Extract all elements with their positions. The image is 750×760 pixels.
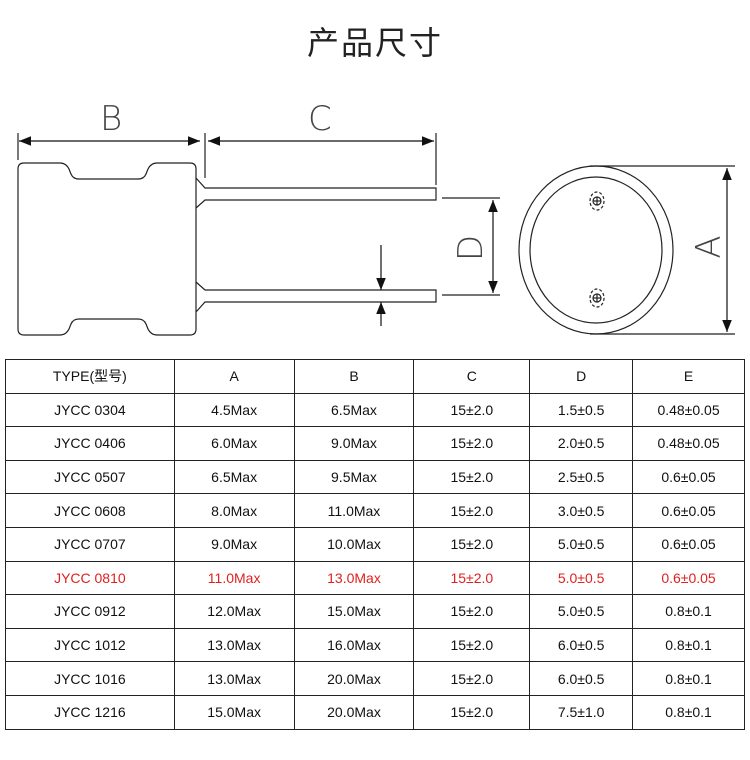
cell-b: 6.5Max bbox=[293, 392, 415, 428]
cell-b: 20.0Max bbox=[293, 661, 415, 696]
cell-e: 0.8±0.1 bbox=[632, 694, 745, 730]
end-view-outer bbox=[518, 165, 674, 335]
cell-type: JYCC 0707 bbox=[5, 526, 175, 562]
cell-type: JYCC 0912 bbox=[5, 594, 175, 629]
dim-c-label: C bbox=[308, 99, 332, 139]
cell-b: 10.0Max bbox=[293, 526, 415, 562]
table-row: JYCC 0304 4.5Max 6.5Max 15±2.0 1.5±0.5 0.48±0… bbox=[5, 392, 745, 428]
header-a: A bbox=[173, 359, 295, 394]
cell-d: 7.5±1.0 bbox=[529, 694, 634, 730]
cell-a: 13.0Max bbox=[173, 661, 295, 696]
lead-bottom bbox=[195, 281, 437, 313]
cell-e: 0.48±0.05 bbox=[632, 392, 745, 428]
table-row: JYCC 0608 8.0Max 11.0Max 15±2.0 3.0±0.5 0.6±0… bbox=[5, 493, 745, 528]
cell-a: 6.5Max bbox=[173, 459, 295, 495]
dim-b-label: B bbox=[100, 99, 122, 139]
cell-d: 3.0±0.5 bbox=[529, 493, 634, 528]
header-e: E bbox=[632, 359, 745, 394]
end-view-inner bbox=[529, 176, 663, 324]
cell-c: 15±2.0 bbox=[413, 426, 531, 461]
cell-c: 15±2.0 bbox=[413, 594, 531, 629]
cell-type: JYCC 0507 bbox=[5, 459, 175, 495]
cell-e: 0.6±0.05 bbox=[632, 560, 745, 596]
cell-e: 0.6±0.05 bbox=[632, 526, 745, 562]
table-row: JYCC 0507 6.5Max 9.5Max 15±2.0 2.5±0.5 0.6±0.… bbox=[5, 459, 745, 495]
cell-b: 9.0Max bbox=[293, 426, 415, 461]
cell-type: JYCC 0810 bbox=[5, 560, 175, 596]
table-row: JYCC 0810 11.0Max 13.0Max 15±2.0 5.0±0.5 0.6±… bbox=[5, 560, 745, 596]
cell-c: 15±2.0 bbox=[413, 627, 531, 663]
dimension-table: TYPE(型号) A B C D E JYCC 0304 4.5Max 6.5Max… bbox=[5, 359, 745, 730]
cell-d: 2.5±0.5 bbox=[529, 459, 634, 495]
header-type: TYPE(型号) bbox=[5, 359, 175, 394]
table-row: JYCC 0912 12.0Max 15.0Max 15±2.0 5.0±0.5 0.8±… bbox=[5, 594, 745, 629]
inductor-dimension-drawing: B C D A bbox=[17, 99, 735, 336]
cell-type: JYCC 1216 bbox=[5, 694, 175, 730]
cell-d: 1.5±0.5 bbox=[529, 392, 634, 428]
cell-d: 6.0±0.5 bbox=[529, 661, 634, 696]
cell-c: 15±2.0 bbox=[413, 661, 531, 696]
inductor-body bbox=[17, 162, 197, 336]
table-row: JYCC 0406 6.0Max 9.0Max 15±2.0 2.0±0.5 0.48±0… bbox=[5, 426, 745, 461]
cell-a: 13.0Max bbox=[173, 627, 295, 663]
cell-b: 20.0Max bbox=[293, 694, 415, 730]
cell-e: 0.6±0.05 bbox=[632, 459, 745, 495]
cell-b: 13.0Max bbox=[293, 560, 415, 596]
cell-d: 5.0±0.5 bbox=[529, 560, 634, 596]
cell-a: 11.0Max bbox=[173, 560, 295, 596]
cell-c: 15±2.0 bbox=[413, 392, 531, 428]
cell-a: 15.0Max bbox=[173, 694, 295, 730]
cell-b: 11.0Max bbox=[293, 493, 415, 528]
cell-a: 6.0Max bbox=[173, 426, 295, 461]
cell-c: 15±2.0 bbox=[413, 459, 531, 495]
page-title: 产品尺寸 bbox=[306, 24, 443, 62]
cell-b: 15.0Max bbox=[293, 594, 415, 629]
cell-a: 4.5Max bbox=[173, 392, 295, 428]
cell-a: 8.0Max bbox=[173, 493, 295, 528]
table-row: JYCC 1016 13.0Max 20.0Max 15±2.0 6.0±0.5 0.8±… bbox=[5, 661, 745, 696]
cell-b: 16.0Max bbox=[293, 627, 415, 663]
table-row: JYCC 1216 15.0Max 20.0Max 15±2.0 7.5±1.0 0.8±… bbox=[5, 694, 745, 730]
terminal-hole-top bbox=[589, 191, 605, 211]
cell-e: 0.8±0.1 bbox=[632, 661, 745, 696]
cell-c: 15±2.0 bbox=[413, 526, 531, 562]
cell-e: 0.48±0.05 bbox=[632, 426, 745, 461]
header-d: D bbox=[529, 359, 634, 394]
cell-a: 9.0Max bbox=[173, 526, 295, 562]
cell-e: 0.6±0.05 bbox=[632, 493, 745, 528]
cell-d: 5.0±0.5 bbox=[529, 594, 634, 629]
header-b: B bbox=[293, 359, 415, 394]
cell-type: JYCC 1012 bbox=[5, 627, 175, 663]
dim-a-label: A bbox=[689, 235, 729, 258]
lead-top bbox=[195, 177, 437, 209]
header-c: C bbox=[413, 359, 531, 394]
cell-a: 12.0Max bbox=[173, 594, 295, 629]
cell-type: JYCC 0608 bbox=[5, 493, 175, 528]
cell-e: 0.8±0.1 bbox=[632, 594, 745, 629]
table-row: JYCC 0707 9.0Max 10.0Max 15±2.0 5.0±0.5 0.6±0… bbox=[5, 526, 745, 562]
cell-type: JYCC 0304 bbox=[5, 392, 175, 428]
cell-c: 15±2.0 bbox=[413, 493, 531, 528]
terminal-hole-bottom bbox=[589, 288, 605, 308]
table-header-row: TYPE(型号) A B C D E bbox=[5, 359, 745, 394]
cell-e: 0.8±0.1 bbox=[632, 627, 745, 663]
cell-type: JYCC 1016 bbox=[5, 661, 175, 696]
cell-b: 9.5Max bbox=[293, 459, 415, 495]
cell-d: 6.0±0.5 bbox=[529, 627, 634, 663]
cell-d: 5.0±0.5 bbox=[529, 526, 634, 562]
cell-type: JYCC 0406 bbox=[5, 426, 175, 461]
dim-d-label: D bbox=[451, 235, 491, 261]
table-row: JYCC 1012 13.0Max 16.0Max 15±2.0 6.0±0.5 0.8±… bbox=[5, 627, 745, 663]
cell-d: 2.0±0.5 bbox=[529, 426, 634, 461]
cell-c: 15±2.0 bbox=[413, 560, 531, 596]
cell-c: 15±2.0 bbox=[413, 694, 531, 730]
